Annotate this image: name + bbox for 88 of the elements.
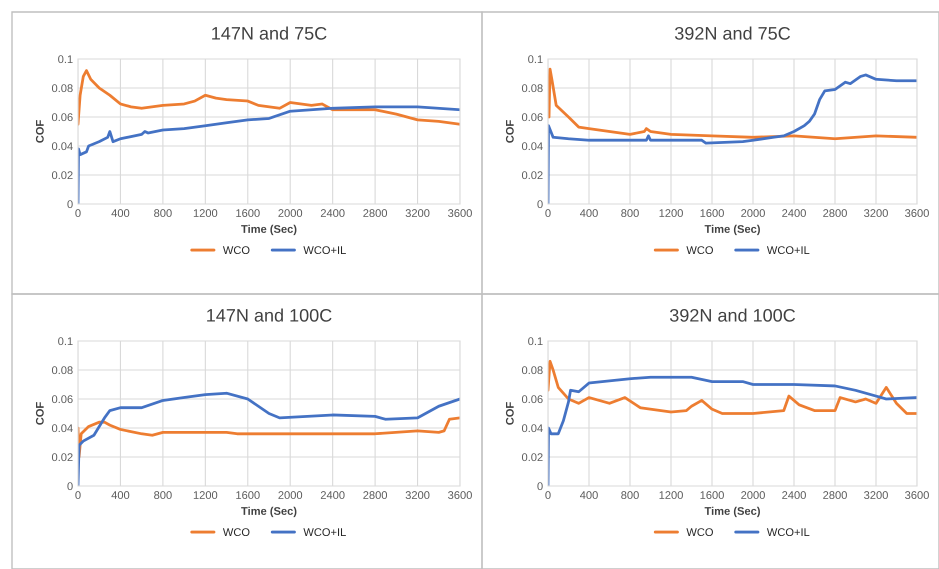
x-tick-label: 1200 — [194, 491, 218, 500]
x-tick-label: 2400 — [782, 209, 806, 218]
x-tick-label: 0 — [545, 491, 551, 500]
y-tick-label: 0.08 — [522, 366, 543, 374]
x-tick-label: 1200 — [659, 209, 683, 218]
x-tick-label: 1600 — [700, 491, 724, 500]
y-tick-label: 0.08 — [52, 84, 73, 92]
legend-label: WCO — [686, 246, 713, 254]
x-tick-label: 800 — [154, 491, 172, 500]
y-tick-label: 0.04 — [52, 424, 73, 432]
line-series — [78, 69, 460, 126]
x-tick-label: 400 — [111, 491, 130, 500]
x-tick-label: 800 — [621, 491, 639, 500]
legend-label: WCO — [686, 528, 713, 536]
y-tick-label: 0.1 — [528, 55, 543, 64]
x-tick-label: 3200 — [864, 209, 888, 218]
x-axis-title: Time (Sec) — [704, 506, 760, 518]
x-tick-label: 2000 — [741, 491, 765, 500]
line-series — [548, 360, 917, 415]
line-series — [78, 416, 460, 458]
y-tick-label: 0.1 — [528, 337, 543, 346]
chart-title: 147N and 100C — [207, 308, 332, 322]
chart-title: 392N and 75C — [674, 26, 790, 40]
x-tick-label: 3600 — [448, 491, 472, 500]
x-tick-label: 3600 — [448, 209, 472, 218]
y-tick-label: 0.04 — [52, 142, 73, 150]
y-tick-label: 0.04 — [522, 142, 543, 150]
x-tick-label: 400 — [580, 491, 598, 500]
x-tick-label: 3200 — [406, 209, 430, 218]
x-tick-label: 1200 — [194, 209, 218, 218]
y-tick-label: 0.02 — [522, 171, 543, 180]
y-tick-label: 0.08 — [522, 84, 543, 92]
x-tick-label: 2800 — [823, 491, 847, 500]
y-tick-label: 0.06 — [522, 113, 543, 122]
y-tick-label: 0.1 — [58, 337, 73, 346]
legend-label: WCO+IL — [766, 528, 810, 536]
x-tick-label: 2400 — [782, 491, 806, 500]
legend-label: WCO — [222, 528, 250, 536]
x-tick-label: 3200 — [864, 491, 888, 500]
x-axis-title: Time (Sec) — [241, 506, 296, 518]
y-tick-label: 0.08 — [52, 366, 73, 374]
y-tick-label: 0.06 — [522, 395, 543, 404]
x-tick-label: 2800 — [823, 209, 847, 218]
x-tick-label: 2800 — [363, 209, 388, 218]
x-tick-label: 1600 — [236, 491, 260, 500]
y-axis-title: COF — [506, 120, 514, 143]
x-tick-label: 2000 — [741, 209, 765, 218]
y-tick-label: 0.06 — [52, 395, 73, 404]
legend-label: WCO — [222, 246, 250, 254]
y-tick-label: 0 — [537, 482, 543, 490]
y-tick-label: 0.02 — [522, 453, 543, 462]
chart-title: 392N and 100C — [670, 308, 796, 322]
x-tick-label: 1200 — [659, 491, 683, 500]
line-series — [548, 68, 917, 140]
x-tick-label: 0 — [545, 209, 551, 218]
x-tick-label: 3600 — [905, 209, 929, 218]
x-tick-label: 0 — [75, 491, 81, 500]
x-tick-label: 3600 — [905, 491, 929, 500]
y-tick-label: 0.1 — [58, 55, 73, 64]
x-tick-label: 800 — [621, 209, 639, 218]
x-tick-label: 400 — [580, 209, 598, 218]
y-tick-label: 0 — [537, 200, 543, 208]
x-tick-label: 0 — [75, 209, 81, 218]
legend-label: WCO+IL — [303, 246, 346, 254]
x-tick-label: 3200 — [406, 491, 430, 500]
y-axis-title: COF — [36, 402, 44, 425]
x-axis-title: Time (Sec) — [241, 224, 296, 236]
x-tick-label: 1600 — [236, 209, 260, 218]
x-tick-label: 800 — [154, 209, 172, 218]
x-tick-label: 2400 — [320, 491, 345, 500]
x-tick-label: 400 — [111, 209, 130, 218]
x-axis-title: Time (Sec) — [704, 224, 760, 236]
y-tick-label: 0 — [67, 482, 73, 490]
y-tick-label: 0.02 — [52, 171, 73, 180]
y-axis-title: COF — [506, 402, 514, 425]
legend-label: WCO+IL — [766, 246, 810, 254]
x-tick-label: 2400 — [320, 209, 345, 218]
x-tick-label: 2000 — [278, 209, 302, 218]
chart-title: 147N and 75C — [212, 26, 327, 40]
y-tick-label: 0.04 — [522, 424, 543, 432]
y-tick-label: 0.06 — [52, 113, 73, 122]
y-tick-label: 0.02 — [52, 453, 73, 462]
x-tick-label: 2800 — [363, 491, 388, 500]
y-tick-label: 0 — [67, 200, 73, 208]
x-tick-label: 1600 — [700, 209, 724, 218]
legend-label: WCO+IL — [303, 528, 346, 536]
y-axis-title: COF — [36, 120, 44, 143]
x-tick-label: 2000 — [278, 491, 302, 500]
